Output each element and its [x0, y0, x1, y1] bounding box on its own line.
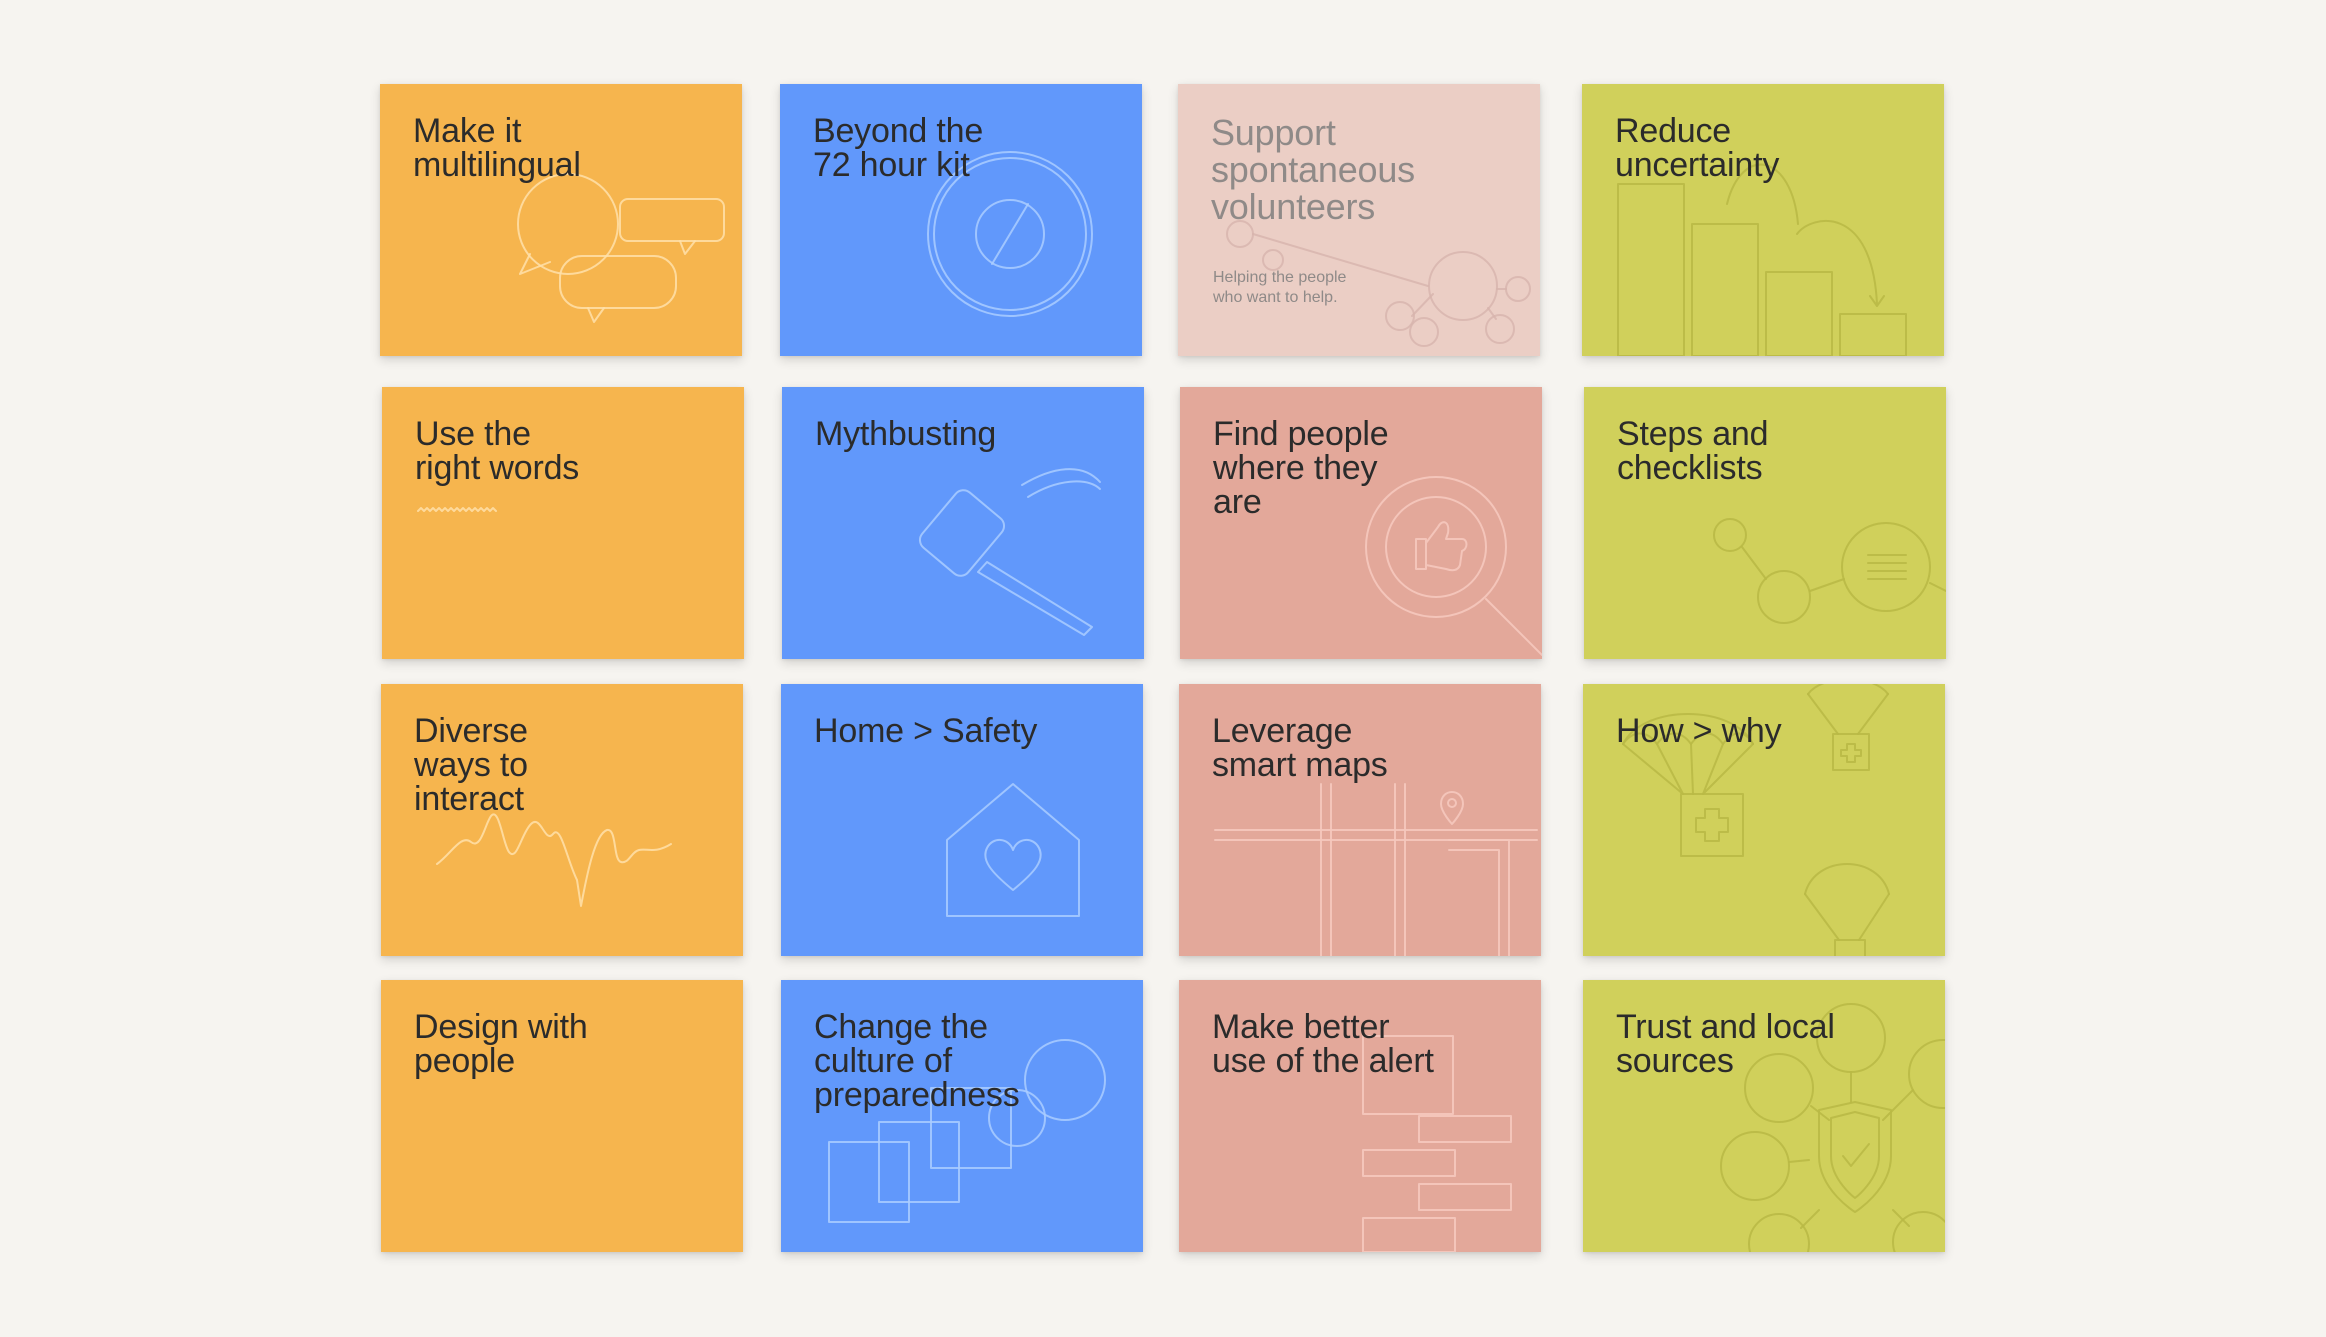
overlapping-shapes-icon: [828, 1039, 1106, 1223]
card-how-why[interactable]: How > why: [1583, 684, 1945, 956]
checklist-network-icon: [1713, 518, 1946, 624]
card-title: Design with people: [414, 1008, 588, 1080]
map-pin-icon: [1214, 783, 1538, 956]
card-title: Make it multilingual: [413, 112, 581, 184]
card-title: Diverse ways to interact: [414, 712, 528, 818]
card-title: Use the right words: [415, 415, 580, 487]
card-leverage-smart-maps[interactable]: Leverage smart maps: [1179, 684, 1541, 956]
card-change-culture-of-preparedness[interactable]: Change the culture of preparedness: [781, 980, 1143, 1252]
card-title: Find people where they are: [1213, 415, 1389, 521]
card-diverse-ways-to-interact[interactable]: Diverse ways to interact: [381, 684, 743, 956]
card-home-safety[interactable]: Home > Safety: [781, 684, 1143, 956]
shield-network-icon: [1720, 1003, 1945, 1252]
card-title: Make better use of the alert: [1212, 1008, 1434, 1080]
card-title: Leverage smart maps: [1212, 712, 1388, 784]
bar-steps-icon: [1617, 163, 1907, 356]
card-beyond-72-hour-kit[interactable]: Beyond the 72 hour kit: [780, 84, 1142, 356]
card-make-it-multilingual[interactable]: Make it multilingual: [380, 84, 742, 356]
network-nodes-icon: [1226, 220, 1531, 347]
magnifier-thumbs-up-icon: [1365, 476, 1542, 656]
card-find-people-where-they-are[interactable]: Find people where they are: [1180, 387, 1542, 659]
card-title: Mythbusting: [815, 415, 997, 453]
card-title: Support spontaneous volunteers: [1211, 112, 1415, 227]
card-title: Change the culture of preparedness: [814, 1008, 1020, 1114]
card-subtitle: Helping the people who want to help.: [1213, 269, 1347, 306]
card-title: How > why: [1616, 712, 1782, 750]
card-mythbusting[interactable]: Mythbusting: [782, 387, 1144, 659]
card-steps-and-checklists[interactable]: Steps and checklists: [1584, 387, 1946, 659]
compass-icon: [927, 151, 1093, 317]
hammer-icon: [918, 468, 1101, 636]
card-title: Beyond the 72 hour kit: [813, 112, 984, 184]
card-support-spontaneous-volunteers[interactable]: Support spontaneous volunteers Helping t…: [1178, 84, 1540, 356]
card-title: Reduce uncertainty: [1615, 112, 1780, 184]
card-use-the-right-words[interactable]: Use the right words: [382, 387, 744, 659]
card-reduce-uncertainty[interactable]: Reduce uncertainty: [1582, 84, 1944, 356]
brick-stack-icon: [1362, 1035, 1512, 1252]
card-trust-and-local-sources[interactable]: Trust and local sources: [1583, 980, 1945, 1252]
squiggle-underline-icon: [417, 507, 497, 512]
card-title: Home > Safety: [814, 712, 1038, 750]
card-title: Trust and local sources: [1616, 1008, 1835, 1080]
card-make-better-use-of-alert[interactable]: Make better use of the alert: [1179, 980, 1541, 1252]
waveform-icon: [436, 813, 672, 907]
parachute-aid-icon: [1622, 684, 1890, 956]
house-heart-icon: [946, 783, 1080, 917]
card-design-with-people[interactable]: Design with people: [381, 980, 743, 1252]
card-title: Steps and checklists: [1617, 415, 1769, 487]
speech-bubbles-icon: [517, 173, 725, 323]
